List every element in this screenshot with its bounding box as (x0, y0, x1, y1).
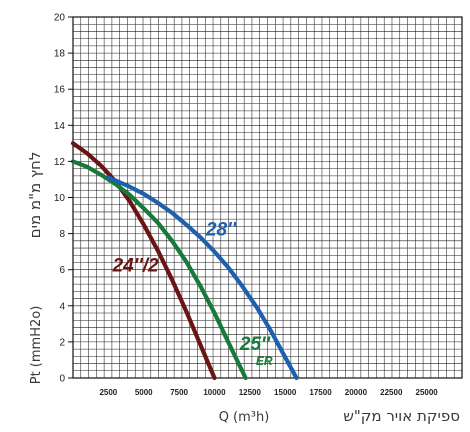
series-line-2 (70, 159, 248, 381)
y-tick-label: 6 (59, 265, 65, 276)
y-tick-label: 14 (54, 121, 66, 132)
series-labels: 24''/2 25''ER 28'' (112, 219, 273, 368)
x-tick-label: 7500 (170, 388, 188, 397)
x-tick-label: 20000 (345, 388, 368, 397)
series-label-3: 28'' (205, 219, 238, 240)
series-line-3 (106, 175, 299, 381)
y-tick-label: 18 (54, 49, 66, 60)
series-line-1 (70, 141, 217, 381)
x-tick-label: 17500 (309, 388, 332, 397)
y-tick-label: 0 (59, 374, 65, 385)
y-tick-label: 20 (54, 13, 66, 24)
y-tick-label: 10 (54, 193, 66, 204)
x-tick-label: 10000 (203, 388, 226, 397)
x-tick-label: 12500 (239, 388, 262, 397)
y-tick-label: 4 (59, 301, 65, 312)
y-tick-label: 8 (59, 229, 65, 240)
series-label-1: 24''/2 (112, 256, 159, 277)
axes: 0 2 4 6 8 10 12 14 16 18 20 2500 5000 7500 10000 12500 1… (54, 13, 438, 398)
x-axis-title: ספיקת אויר מק"ש (343, 407, 460, 425)
y-axis-unit: Pt (mmH2o) (29, 306, 44, 385)
x-tick-label: 2500 (99, 388, 117, 397)
y-tick-label: 12 (54, 157, 66, 168)
grid (72, 16, 463, 379)
x-axis-unit: Q (m³h) (219, 410, 270, 425)
series-label-sub-2: ER (256, 354, 273, 368)
x-tick-label: 25000 (416, 388, 439, 397)
x-tick-label: 15000 (274, 388, 297, 397)
y-axis-title: לחץ מ"מ מים (26, 152, 44, 239)
x-tick-label: 5000 (135, 388, 153, 397)
y-tick-label: 16 (54, 85, 66, 96)
x-tick-label: 22500 (380, 388, 403, 397)
performance-curves (70, 141, 299, 381)
series-label-2: 25'' (239, 334, 272, 355)
y-tick-label: 2 (59, 337, 65, 348)
